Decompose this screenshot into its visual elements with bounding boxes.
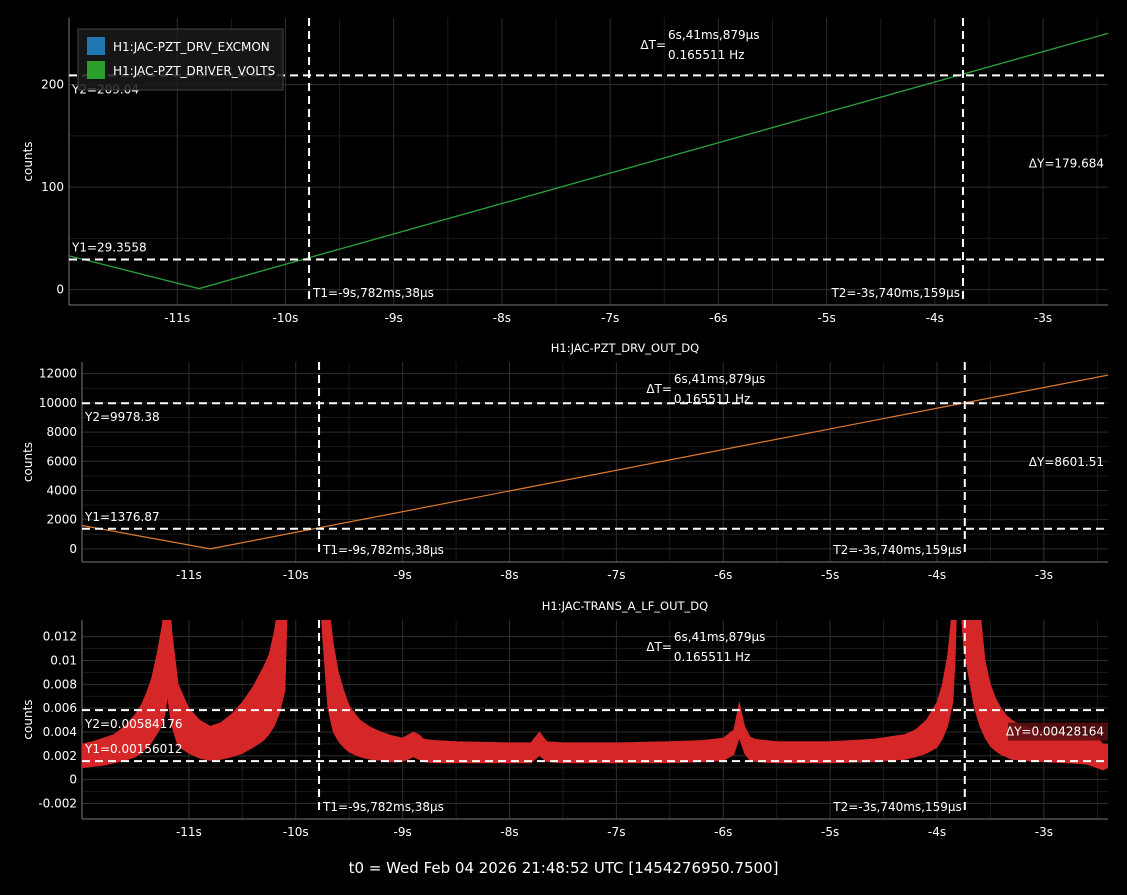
plot-panel-3: -11s -10s -9s -8s -7s -6s -5s -4s -3s -0.002 0 0.00…: [21, 599, 1108, 839]
x-tick-label: -5s: [817, 311, 835, 325]
cursor-t1-label: T1=-9s,782ms,38µs: [322, 543, 444, 557]
x-tick-label: -4s: [928, 568, 946, 582]
plot-panel-1: -11s -10s -9s -8s -7s -6s -5s -4s -3s 0 100 200 coun…: [21, 18, 1108, 325]
delta-t-label: 6s,41ms,879µs: [668, 28, 760, 42]
cursor-y1-label: Y1=0.00156012: [84, 742, 183, 756]
delta-t-frequency: 0.165511 Hz: [674, 392, 750, 406]
x-tick-label: -11s: [176, 825, 202, 839]
cursor-y1-label: Y1=29.3558: [71, 241, 147, 255]
y-tick-label: 200: [41, 78, 64, 92]
y-axis-title: counts: [21, 442, 35, 482]
delta-y-label-bg: [1008, 722, 1108, 741]
y-tick-label: 8000: [46, 425, 77, 439]
x-tick-label: -3s: [1035, 825, 1053, 839]
cursor-y1-label: Y1=1376.87: [84, 510, 160, 524]
panel-title: H1:JAC-PZT_DRV_OUT_DQ: [551, 341, 699, 355]
y-tick-label: 0.002: [43, 749, 77, 763]
y-axis-title: counts: [21, 141, 35, 181]
legend-swatch[interactable]: [87, 37, 105, 55]
y-tick-label: 0.006: [43, 701, 77, 715]
x-tick-label: -7s: [601, 311, 619, 325]
y-tick-label: 2000: [46, 513, 77, 527]
plots-svg: -11s -10s -9s -8s -7s -6s -5s -4s -3s 0 100 200 coun…: [21, 18, 1108, 839]
y-axis-title: counts: [21, 699, 35, 739]
series-line: [82, 374, 1108, 550]
y-tick-label: 12000: [39, 367, 77, 381]
delta-y-label: ΔY=179.684: [1029, 156, 1104, 170]
delta-t-prefix: ΔT=: [646, 640, 672, 654]
panel-title: H1:JAC-TRANS_A_LF_OUT_DQ: [542, 599, 708, 613]
cursor-t2-label: T2=-3s,740ms,159µs: [832, 800, 962, 814]
data-layer: [82, 374, 1108, 550]
cursor-t1-label: T1=-9s,782ms,38µs: [312, 286, 434, 300]
x-tick-label: -7s: [607, 568, 625, 582]
x-tick-label: -10s: [283, 568, 309, 582]
delta-y-label: ΔY=8601.51: [1029, 455, 1104, 469]
x-tick-label: -8s: [500, 825, 518, 839]
x-tick-label: -3s: [1035, 568, 1053, 582]
legend-entry-label: H1:JAC-PZT_DRIVER_VOLTS: [113, 64, 275, 78]
x-tick-label: -6s: [714, 568, 732, 582]
time-origin-footer: t0 = Wed Feb 04 2026 21:48:52 UTC [14542…: [348, 859, 779, 877]
cursor-y2-label: Y2=9978.38: [84, 410, 160, 424]
delta-t-frequency: 0.165511 Hz: [674, 650, 750, 664]
series-band: [82, 620, 1108, 771]
x-tick-label: -4s: [928, 825, 946, 839]
y-tick-label: 0.008: [43, 677, 77, 691]
x-tick-label: -8s: [500, 568, 518, 582]
delta-t-prefix: ΔT=: [640, 38, 666, 52]
legend-entry-label: H1:JAC-PZT_DRV_EXCMON: [113, 40, 270, 54]
delta-y-label: ΔY=0.00428164: [1006, 725, 1104, 739]
x-tick-label: -5s: [821, 825, 839, 839]
x-tick-label: -6s: [709, 311, 727, 325]
y-tick-label: 0.004: [43, 725, 77, 739]
y-tick-label: -0.002: [38, 797, 77, 811]
cursor-t1-label: T1=-9s,782ms,38µs: [322, 800, 444, 814]
y-tick-label: 10000: [39, 396, 77, 410]
legend-swatch[interactable]: [87, 61, 105, 79]
x-tick-label: -11s: [164, 311, 190, 325]
y-tick-label: 4000: [46, 483, 77, 497]
y-tick-label: 0.01: [50, 654, 77, 668]
x-tick-label: -3s: [1034, 311, 1052, 325]
x-tick-label: -10s: [283, 825, 309, 839]
legend-box: [77, 28, 284, 91]
delta-t-prefix: ΔT=: [646, 382, 672, 396]
data-layer: [69, 32, 1108, 290]
x-tick-label: -9s: [394, 568, 412, 582]
plot-panel-2: -11s -10s -9s -8s -7s -6s -5s -4s -3s 0 2000 4000 60…: [21, 341, 1108, 582]
series-line: [69, 32, 1108, 290]
x-tick-label: -10s: [273, 311, 299, 325]
x-tick-label: -9s: [385, 311, 403, 325]
delta-t-frequency: 0.165511 Hz: [668, 48, 744, 62]
legend[interactable]: H1:JAC-PZT_DRV_EXCMON H1:JAC-PZT_DRIVER_V…: [77, 28, 284, 91]
x-tick-label: -4s: [926, 311, 944, 325]
data-layer: [82, 620, 1108, 771]
cursor-t2-label: T2=-3s,740ms,159µs: [832, 543, 962, 557]
y-tick-label: 0: [69, 773, 77, 787]
y-tick-label: 0: [69, 542, 77, 556]
x-tick-label: -9s: [394, 825, 412, 839]
y-tick-label: 0.012: [43, 630, 77, 644]
y-tick-label: 6000: [46, 454, 77, 468]
x-tick-label: -6s: [714, 825, 732, 839]
y-tick-label: 0: [56, 283, 64, 297]
delta-t-label: 6s,41ms,879µs: [674, 372, 766, 386]
y-tick-label: 100: [41, 180, 64, 194]
delta-t-label: 6s,41ms,879µs: [674, 630, 766, 644]
x-tick-label: -5s: [821, 568, 839, 582]
x-tick-label: -8s: [493, 311, 511, 325]
cursor-y2-label: Y2=0.00584176: [84, 717, 183, 731]
cursor-t2-label: T2=-3s,740ms,159µs: [830, 286, 960, 300]
x-tick-label: -7s: [607, 825, 625, 839]
x-tick-label: -11s: [176, 568, 202, 582]
